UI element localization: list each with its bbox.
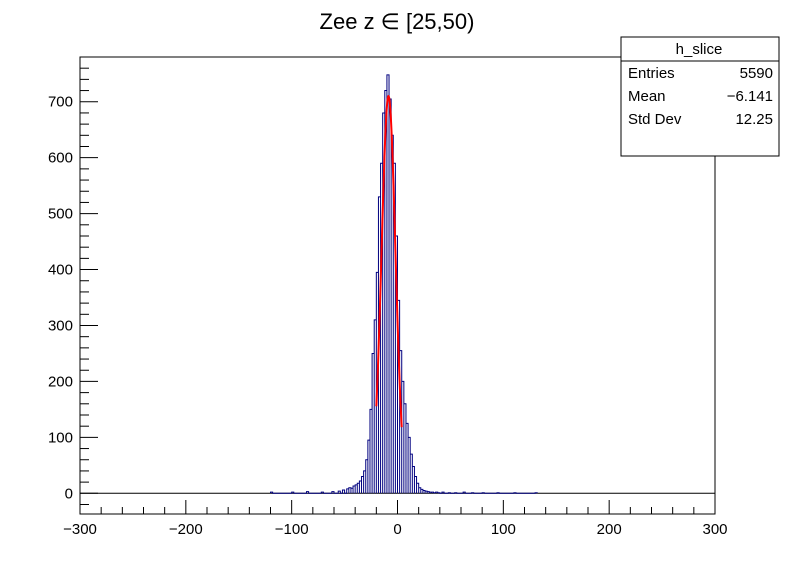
x-tick-label: −200	[169, 521, 203, 538]
stats-entries-value: 5590	[740, 65, 773, 82]
y-tick-label: 200	[48, 373, 73, 390]
stats-entries-label: Entries	[628, 65, 675, 82]
chart-title: Zee z ∈ [25,50)	[320, 9, 475, 34]
stats-stddev-label: Std Dev	[628, 111, 682, 128]
x-tick-label: 100	[491, 521, 516, 538]
y-tick-label: 100	[48, 429, 73, 446]
axis-ticks	[79, 56, 716, 514]
stats-box-frame	[620, 36, 780, 157]
stats-mean-label: Mean	[628, 88, 666, 105]
x-tick-label: 200	[597, 521, 622, 538]
y-tick-label: 300	[48, 317, 73, 334]
y-tick-label: 600	[48, 150, 73, 167]
stats-box: h_slice Entries 5590 Mean −6.141 Std Dev…	[620, 36, 780, 157]
gaussian-fit-series	[375, 94, 403, 428]
y-tick-label: 0	[65, 485, 73, 502]
x-tick-label: 0	[393, 521, 401, 538]
gaussian-fit-curve	[375, 94, 403, 428]
stats-box-title: h_slice	[676, 41, 723, 58]
stats-stddev-value: 12.25	[735, 111, 773, 128]
x-tick-label: −100	[275, 521, 309, 538]
stats-mean-value: −6.141	[727, 88, 773, 105]
y-tick-label: 400	[48, 262, 73, 279]
axis-tick-labels: −300 −200 −100 0 100 200 300 0 100 200 300 400 500 60…	[48, 94, 728, 538]
x-tick-label: 300	[702, 521, 727, 538]
y-tick-label: 700	[48, 94, 73, 111]
y-tick-label: 500	[48, 206, 73, 223]
x-tick-label: −300	[63, 521, 97, 538]
